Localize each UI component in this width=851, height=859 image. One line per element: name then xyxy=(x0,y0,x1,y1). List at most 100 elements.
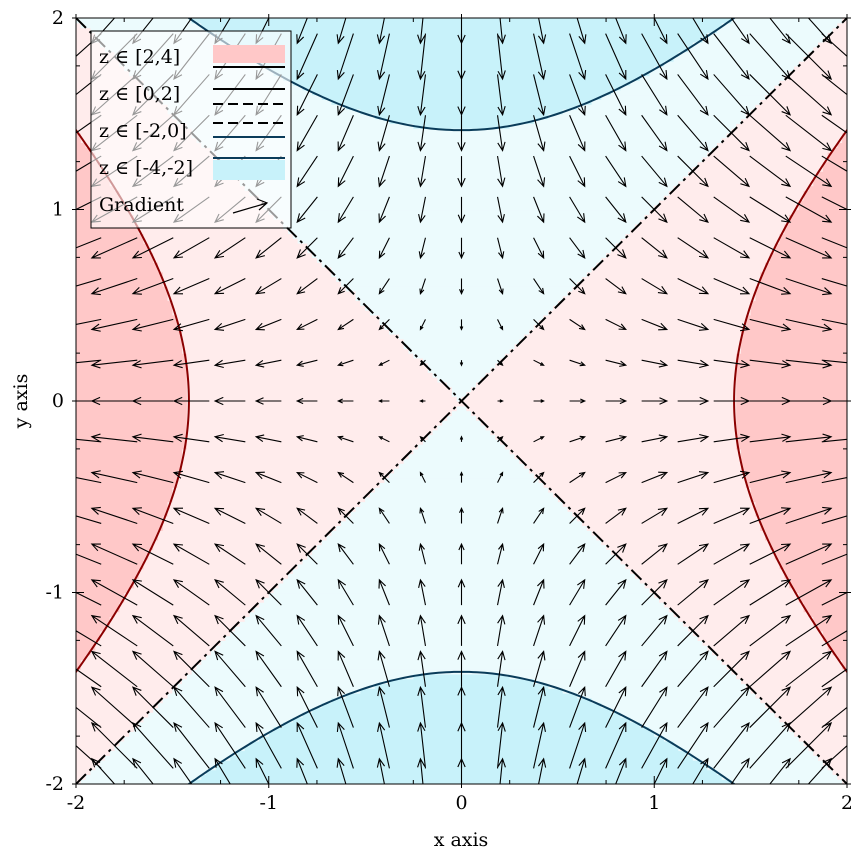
gradient-arrow xyxy=(378,578,390,606)
gradient-arrow xyxy=(569,237,586,259)
gradient-arrow xyxy=(457,196,466,224)
gradient-arrow xyxy=(785,470,833,484)
gradient-arrow xyxy=(496,33,506,81)
band-cell xyxy=(225,166,694,172)
band-cell xyxy=(755,286,847,292)
gradient-arrow xyxy=(496,685,506,728)
band-cell xyxy=(577,281,761,287)
band-cell xyxy=(76,721,140,728)
band-cell xyxy=(601,94,766,100)
gradient-arrow xyxy=(172,237,210,259)
band-cell xyxy=(76,391,188,397)
band-cell xyxy=(822,166,847,172)
band-cell xyxy=(745,482,847,488)
band-cell xyxy=(76,410,188,416)
band-cell xyxy=(745,314,847,321)
band-cell xyxy=(76,329,183,335)
band-cell xyxy=(813,621,847,627)
gradient-arrow xyxy=(785,359,833,369)
band-cell xyxy=(172,305,366,311)
gradient-arrow xyxy=(214,721,246,769)
gradient-arrow xyxy=(533,359,545,366)
band-cell xyxy=(769,257,847,263)
band-cell xyxy=(692,630,824,637)
gradient-arrow xyxy=(337,650,354,687)
band-cell xyxy=(76,693,169,699)
band-cell xyxy=(162,515,347,522)
gradient-arrow xyxy=(459,506,464,524)
band-cell xyxy=(789,70,847,77)
gradient-arrow xyxy=(496,721,506,769)
band-cell xyxy=(268,209,651,215)
band-cell xyxy=(736,367,847,373)
gradient-arrow xyxy=(255,578,282,606)
band-cell xyxy=(76,535,159,541)
gradient-arrow xyxy=(337,685,354,728)
band-cell xyxy=(678,616,814,622)
band-cell xyxy=(630,228,785,235)
band-cell xyxy=(707,645,829,651)
band-cell xyxy=(408,348,511,354)
band-cell xyxy=(76,429,188,436)
band-cell xyxy=(760,520,847,527)
gradient-arrow xyxy=(417,74,427,117)
band-cell xyxy=(702,760,824,766)
band-cell xyxy=(360,501,564,507)
gradient-arrow xyxy=(533,278,545,295)
band-cell xyxy=(736,439,847,445)
gradient-arrow xyxy=(533,614,546,647)
band-cell xyxy=(789,726,847,732)
band-cell xyxy=(292,568,631,574)
band-cell xyxy=(186,444,419,450)
band-cell xyxy=(182,333,400,340)
band-cell xyxy=(740,468,847,474)
gradient-arrow xyxy=(213,237,246,259)
band-cell xyxy=(760,525,847,531)
band-cell xyxy=(447,381,477,388)
gradient-arrow xyxy=(605,155,627,188)
gradient-arrow xyxy=(641,318,669,331)
band-cell xyxy=(736,396,847,402)
gradient-arrow xyxy=(641,359,669,368)
band-cell xyxy=(750,108,847,115)
band-cell xyxy=(533,472,747,479)
gradient-arrow xyxy=(605,543,627,565)
gradient-arrow xyxy=(713,543,751,565)
band-cell xyxy=(538,319,747,325)
gradient-arrow xyxy=(172,543,210,565)
gradient-arrow xyxy=(296,114,318,152)
gradient-arrow xyxy=(419,359,426,367)
band-cell xyxy=(533,324,747,330)
band-cell xyxy=(76,290,169,297)
band-cell xyxy=(755,506,847,512)
gradient-arrow xyxy=(457,614,466,646)
gradient-arrow xyxy=(76,359,102,364)
band-cell xyxy=(625,563,781,570)
band-cell xyxy=(153,252,313,258)
band-cell xyxy=(813,750,847,756)
band-cell xyxy=(822,630,847,637)
gradient-arrow xyxy=(496,115,506,152)
gradient-arrow xyxy=(713,650,750,688)
gradient-arrow xyxy=(821,33,847,58)
gradient-arrow xyxy=(336,757,347,784)
gradient-arrow xyxy=(213,507,246,524)
legend: z ∈ [2,4] z ∈ [0,2] z ∈ [-2,0] z ∈ [-4,-2] G… xyxy=(90,30,292,229)
band-cell xyxy=(736,377,847,383)
x-axis-label: x axis xyxy=(434,829,489,851)
gradient-arrow xyxy=(821,318,847,325)
band-cell xyxy=(553,305,752,311)
gradient-arrow xyxy=(90,722,138,769)
gradient-arrow xyxy=(132,757,154,784)
band-cell xyxy=(707,764,829,771)
band-cell xyxy=(76,314,178,321)
gradient-arrow xyxy=(336,18,347,45)
band-cell xyxy=(620,712,776,718)
gradient-arrow xyxy=(419,278,426,295)
gradient-arrow xyxy=(418,542,427,565)
gradient-arrow xyxy=(533,318,545,331)
gradient-arrow xyxy=(254,318,282,331)
band-cell xyxy=(475,415,737,421)
band-cell xyxy=(432,429,492,436)
band-cell xyxy=(466,391,737,397)
